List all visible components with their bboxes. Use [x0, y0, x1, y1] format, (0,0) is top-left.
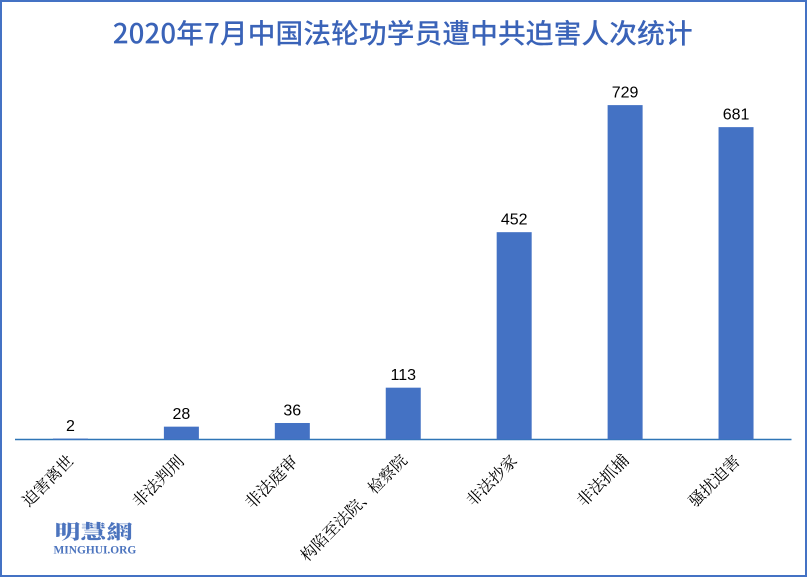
svg-text:729: 729 [612, 84, 639, 101]
svg-text:113: 113 [390, 367, 416, 384]
svg-text:2: 2 [66, 418, 75, 435]
svg-text:28: 28 [172, 406, 190, 423]
svg-text:452: 452 [501, 211, 528, 228]
svg-text:681: 681 [723, 106, 750, 123]
svg-text:36: 36 [283, 402, 301, 419]
svg-text:MINGHUI.ORG: MINGHUI.ORG [54, 545, 137, 557]
